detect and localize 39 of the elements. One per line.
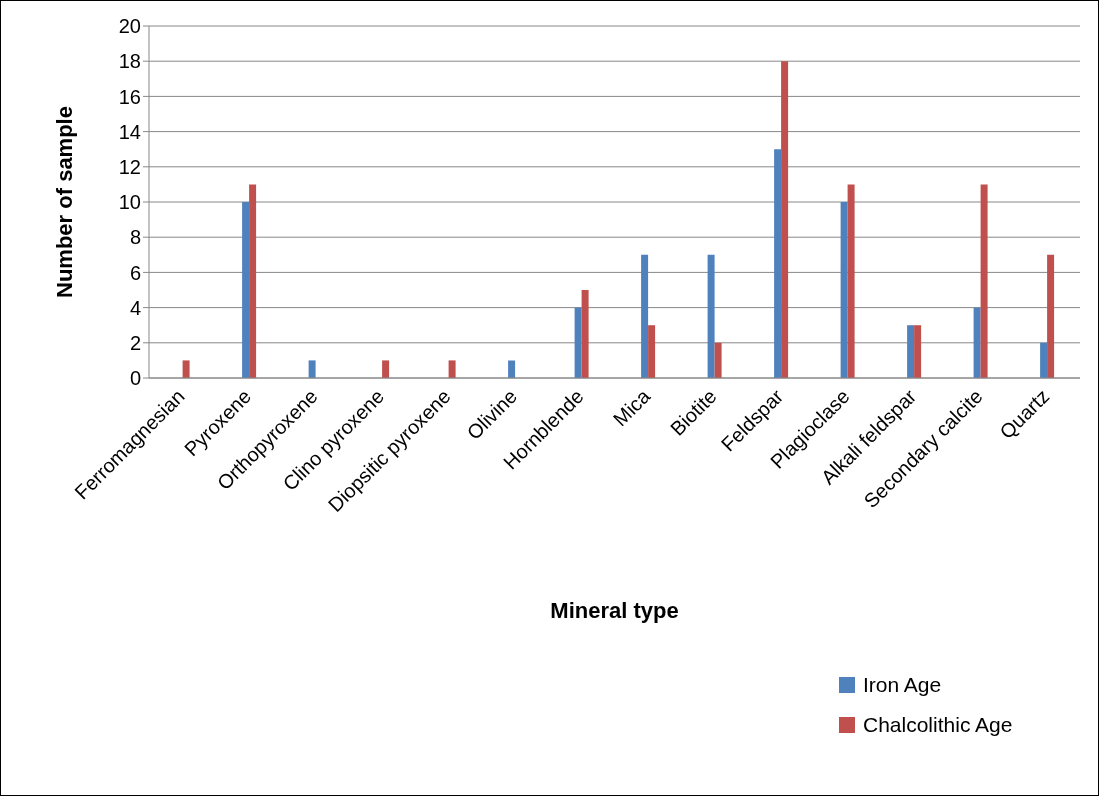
y-tick-label: 2 <box>129 331 141 354</box>
bar <box>641 254 649 378</box>
x-tick-label: Mica <box>608 384 655 431</box>
bar <box>648 325 656 378</box>
bar <box>914 325 922 378</box>
bar <box>1040 342 1048 378</box>
x-axis-title: Mineral type <box>550 598 679 623</box>
y-tick-label: 18 <box>118 50 141 73</box>
bar <box>508 360 516 378</box>
y-tick-label: 20 <box>118 15 141 38</box>
y-axis-title: Number of sample <box>51 106 77 298</box>
bar <box>581 290 589 378</box>
y-tick-label: 14 <box>118 120 141 143</box>
bar <box>781 61 789 378</box>
y-tick-label: 4 <box>129 296 141 319</box>
bar <box>774 149 782 378</box>
bar <box>714 342 722 378</box>
bar <box>847 184 855 378</box>
bar <box>448 360 456 378</box>
y-tick-label: 8 <box>129 226 141 249</box>
bar <box>907 325 915 378</box>
bar <box>840 202 848 378</box>
legend-label: Chalcolithic Age <box>863 713 1013 737</box>
y-tick-label: 12 <box>118 155 141 178</box>
bar <box>382 360 390 378</box>
bar <box>574 307 582 378</box>
bar <box>249 184 257 378</box>
bar <box>980 184 988 378</box>
legend-label: Iron Age <box>863 673 942 697</box>
bar <box>308 360 316 378</box>
bar <box>1047 254 1055 378</box>
y-tick-label: 0 <box>129 367 141 390</box>
y-tick-label: 16 <box>118 85 141 108</box>
y-tick-label: 6 <box>129 261 141 284</box>
bar <box>182 360 190 378</box>
bar <box>707 254 715 378</box>
bar <box>973 307 981 378</box>
y-tick-label: 10 <box>118 191 141 214</box>
bar <box>242 202 250 378</box>
